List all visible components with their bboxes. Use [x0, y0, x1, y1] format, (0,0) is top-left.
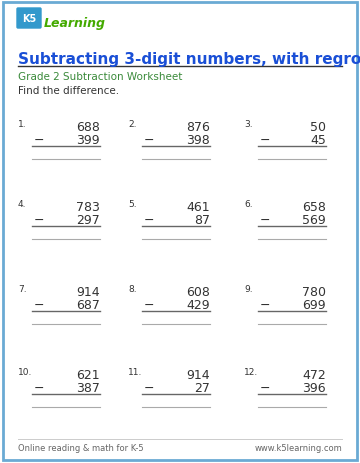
Text: 687: 687: [76, 298, 100, 311]
Text: −: −: [260, 134, 270, 147]
Text: 50: 50: [310, 121, 326, 134]
Text: Online reading & math for K-5: Online reading & math for K-5: [18, 443, 144, 452]
Text: −: −: [34, 381, 45, 394]
Text: K5: K5: [22, 14, 36, 24]
Text: 6.: 6.: [244, 200, 253, 208]
Text: 9.: 9.: [244, 284, 253, 294]
Text: 3.: 3.: [244, 120, 253, 129]
Text: 8.: 8.: [128, 284, 137, 294]
Text: 429: 429: [186, 298, 210, 311]
Text: −: −: [260, 213, 270, 226]
Text: Find the difference.: Find the difference.: [18, 86, 119, 96]
Text: −: −: [34, 213, 45, 226]
Text: 608: 608: [186, 285, 210, 298]
Text: −: −: [34, 134, 45, 147]
Text: 398: 398: [186, 134, 210, 147]
Text: 5.: 5.: [128, 200, 137, 208]
Text: 27: 27: [194, 381, 210, 394]
Text: 621: 621: [76, 368, 100, 381]
Text: 387: 387: [76, 381, 100, 394]
Text: 7.: 7.: [18, 284, 27, 294]
Text: Subtracting 3-digit numbers, with regrouping: Subtracting 3-digit numbers, with regrou…: [18, 52, 360, 67]
Text: 461: 461: [186, 200, 210, 213]
Text: 780: 780: [302, 285, 326, 298]
FancyBboxPatch shape: [3, 3, 357, 460]
Text: 4.: 4.: [18, 200, 27, 208]
Text: 914: 914: [186, 368, 210, 381]
Text: 569: 569: [302, 213, 326, 226]
Text: 472: 472: [302, 368, 326, 381]
Text: 297: 297: [76, 213, 100, 226]
Text: 688: 688: [76, 121, 100, 134]
Text: Grade 2 Subtraction Worksheet: Grade 2 Subtraction Worksheet: [18, 72, 183, 82]
Text: −: −: [144, 298, 154, 311]
Text: Learning: Learning: [44, 18, 106, 31]
Text: 658: 658: [302, 200, 326, 213]
Text: 396: 396: [302, 381, 326, 394]
Text: −: −: [144, 134, 154, 147]
Text: −: −: [144, 381, 154, 394]
Text: 45: 45: [310, 134, 326, 147]
Text: 12.: 12.: [244, 367, 258, 376]
Text: −: −: [144, 213, 154, 226]
Text: 87: 87: [194, 213, 210, 226]
Text: 914: 914: [76, 285, 100, 298]
Text: 876: 876: [186, 121, 210, 134]
Text: 783: 783: [76, 200, 100, 213]
Text: −: −: [260, 381, 270, 394]
Text: 11.: 11.: [128, 367, 142, 376]
Text: www.k5learning.com: www.k5learning.com: [254, 443, 342, 452]
FancyBboxPatch shape: [17, 9, 41, 29]
Text: −: −: [34, 298, 45, 311]
Text: 399: 399: [76, 134, 100, 147]
Text: −: −: [260, 298, 270, 311]
Text: 1.: 1.: [18, 120, 27, 129]
Text: 2.: 2.: [128, 120, 136, 129]
Text: 699: 699: [302, 298, 326, 311]
Text: 10.: 10.: [18, 367, 32, 376]
